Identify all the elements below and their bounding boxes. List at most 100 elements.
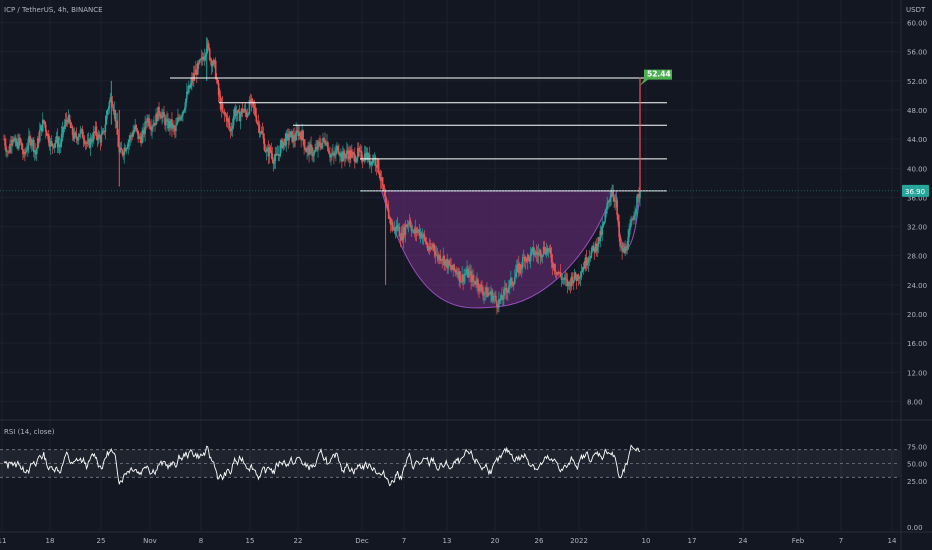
- candle-body: [184, 107, 186, 111]
- candle-body: [628, 230, 630, 238]
- candle-body: [364, 153, 367, 160]
- candle-body: [212, 60, 215, 65]
- candle-body: [3, 139, 5, 140]
- candle-body: [260, 130, 263, 133]
- candle-body: [226, 118, 229, 122]
- candle-body: [487, 292, 489, 297]
- time-tick-label: 10: [642, 537, 651, 545]
- candle-body: [624, 246, 626, 253]
- candle-body: [608, 200, 610, 202]
- candle-body: [286, 133, 289, 135]
- candle-body: [575, 278, 578, 281]
- candle-body: [259, 132, 262, 134]
- candle-body: [76, 138, 79, 141]
- candle-body: [459, 271, 461, 282]
- candle-body: [83, 139, 86, 144]
- candle-body: [638, 194, 640, 199]
- candle-body: [385, 199, 388, 205]
- candle-body: [495, 295, 497, 301]
- candle-body: [40, 125, 43, 132]
- candle-body: [482, 291, 484, 296]
- candle-body: [213, 60, 216, 61]
- price-tick-label: 16.00: [907, 340, 927, 348]
- candle-body: [387, 208, 390, 219]
- candle-body: [456, 272, 458, 274]
- candle-body: [160, 116, 162, 119]
- candle-body: [466, 268, 468, 274]
- candle-body: [502, 299, 504, 300]
- candle-body: [58, 144, 61, 147]
- candle-body: [25, 150, 27, 154]
- price-tick-label: 36.00: [907, 194, 927, 202]
- candle-body: [586, 263, 589, 266]
- candle-body: [511, 277, 513, 285]
- candle-body: [209, 59, 212, 61]
- candle-body: [441, 259, 444, 261]
- candle-body: [554, 270, 557, 273]
- candle-body: [336, 146, 338, 150]
- candle-body: [371, 158, 374, 165]
- candle-body: [469, 271, 471, 273]
- candle-body: [8, 151, 10, 153]
- candle-body: [401, 233, 404, 241]
- candle-body: [195, 69, 198, 75]
- candle-body: [512, 284, 514, 286]
- candle-body: [627, 237, 629, 250]
- candle-body: [217, 83, 220, 96]
- candle-body: [630, 220, 632, 227]
- candle-body: [603, 221, 606, 224]
- candle-body: [412, 230, 415, 231]
- candle-body: [467, 268, 469, 278]
- candle-body: [299, 132, 301, 136]
- candle-body: [417, 229, 420, 231]
- candle-body: [52, 146, 55, 148]
- candle-body: [584, 257, 587, 269]
- time-tick-label: 18: [46, 537, 55, 545]
- rsi-tick-label: 75.00: [907, 443, 927, 451]
- candle-body: [381, 177, 384, 187]
- candle-body: [446, 259, 449, 269]
- candle-body: [606, 202, 609, 210]
- time-tick-label: 25: [97, 537, 106, 545]
- candle-body: [522, 256, 525, 258]
- candle-body: [472, 275, 474, 281]
- candle-body: [550, 254, 553, 263]
- candle-body: [302, 130, 304, 140]
- candle-body: [312, 155, 314, 157]
- candle-body: [6, 151, 8, 152]
- candle-body: [13, 138, 15, 142]
- candle-body: [428, 246, 431, 251]
- candle-body: [328, 151, 330, 154]
- candle-body: [620, 245, 622, 247]
- candle-body: [427, 248, 430, 251]
- candle-body: [375, 165, 378, 168]
- candle-body: [507, 289, 509, 293]
- candle-body: [69, 122, 72, 128]
- candle-body: [330, 154, 332, 158]
- candle-body: [404, 224, 407, 236]
- candle-body: [121, 149, 124, 154]
- candle-body: [517, 263, 520, 273]
- candle-body: [233, 108, 236, 117]
- candle-body: [164, 117, 166, 126]
- candle-body: [99, 137, 102, 143]
- candle-body: [392, 229, 395, 231]
- candle-body: [141, 134, 143, 143]
- candle-body: [101, 132, 104, 135]
- candle-body: [46, 134, 49, 137]
- candle-body: [348, 153, 350, 160]
- candle-body: [54, 139, 57, 144]
- candle-body: [94, 126, 97, 133]
- candle-body: [477, 279, 479, 288]
- candle-body: [146, 121, 148, 123]
- candle-body: [629, 226, 631, 231]
- candle-body: [367, 154, 370, 161]
- candle-body: [89, 138, 92, 148]
- candle-body: [589, 257, 592, 259]
- time-tick-label: 17: [688, 537, 697, 545]
- candle-body: [634, 213, 636, 216]
- candle-body: [463, 275, 465, 282]
- rsi-indicator-label[interactable]: RSI (14, close): [4, 428, 55, 436]
- candle-body: [609, 198, 611, 202]
